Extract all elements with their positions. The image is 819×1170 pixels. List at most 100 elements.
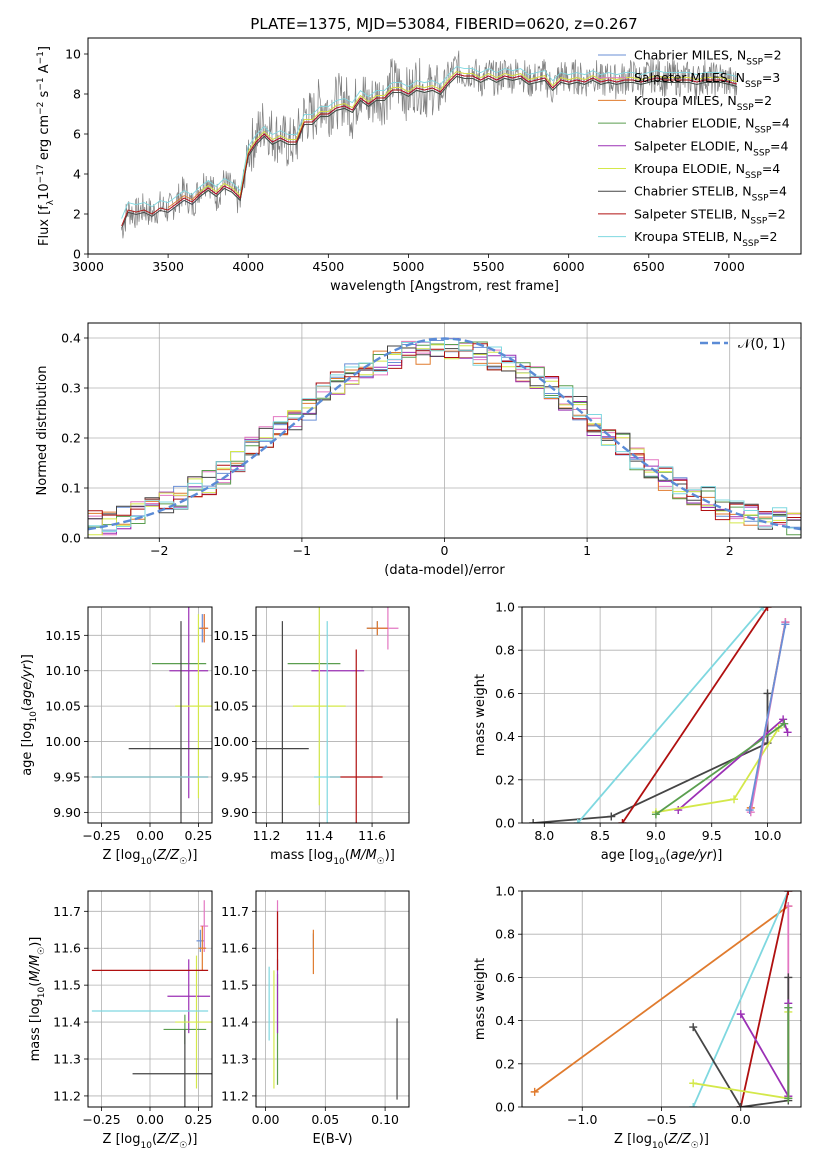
weight-marker — [763, 689, 772, 698]
residuals-axes: −2 −1 0 1 2 0.0 0.1 0.2 0.3 0.4 — [61, 323, 801, 558]
age_vs_mass-frame — [255, 606, 410, 824]
spectrum-plot — [121, 50, 738, 239]
spectrum-ylabel: Flux [fλ10−17 erg cm−2 s−1 A−1] — [36, 46, 56, 246]
x-tick-label: 11.2 — [253, 828, 281, 843]
label-part: )] — [712, 848, 722, 863]
x-tick-label: 1 — [583, 543, 591, 558]
weight-line — [533, 693, 769, 823]
y-tick-label: 11.3 — [53, 1052, 81, 1067]
weight_vs_Z-plot — [530, 891, 793, 1107]
weight-marker — [651, 810, 660, 819]
x-tick-label: 5500 — [473, 259, 505, 274]
label-part: SSP — [750, 216, 767, 226]
legend-label: Salpeter MILES, NSSP=3 — [634, 70, 780, 90]
label-part: )] — [699, 1132, 709, 1147]
label-part: ( — [345, 848, 350, 863]
x-tick-label: 9.0 — [646, 828, 666, 843]
label-part: mass [log — [270, 848, 333, 863]
label-part: Salpeter ELODIE, N — [634, 138, 753, 153]
figure-title: PLATE=1375, MJD=53084, FIBERID=0620, z=0… — [250, 15, 637, 33]
normal-legend-label: 𝒩(0, 1) — [738, 337, 785, 352]
label-part: Flux [f — [37, 205, 52, 246]
label-part: SSP — [742, 239, 759, 249]
label-part: SSP — [745, 171, 762, 181]
y-tick-label: 0 — [73, 247, 81, 262]
x-tick-label: 10.0 — [754, 828, 782, 843]
weight-marker — [689, 1103, 698, 1107]
y-tick-label: 1.0 — [495, 600, 515, 615]
legend-label: Kroupa STELIB, NSSP=2 — [634, 229, 778, 249]
label-part: SSP — [752, 194, 769, 204]
weight_vs_Z-axes: −1.0 −0.5 0.0 0.0 0.2 0.4 0.6 0.8 1.0 — [495, 884, 801, 1127]
spectrum-xlabel: wavelength [Angstrom, rest frame] — [330, 279, 559, 294]
label-part: ( — [665, 848, 670, 863]
age_vs_Z-axes: −0.25 0.00 0.25 9.90 9.95 10.00 10.05 10.10 10.1… — [45, 607, 212, 843]
mass_vs_Z-axes: −0.25 0.00 0.25 11.2 11.3 11.4 11.5 11.6 11.7 — [53, 891, 212, 1127]
residual-histogram — [88, 343, 801, 524]
x-tick-label: 0.25 — [185, 1112, 213, 1127]
legend-label: Chabrier MILES, NSSP=2 — [634, 48, 782, 68]
label-part: 10 — [29, 711, 39, 723]
mass_vs_Z-plot — [91, 900, 212, 1107]
label-part: M/M — [28, 955, 43, 982]
legend-label: Salpeter STELIB, NSSP=2 — [634, 206, 786, 226]
label-part: Z/Z — [156, 848, 180, 863]
y-tick-label: 2 — [73, 207, 81, 222]
label-part: ☉ — [377, 857, 385, 867]
weight-marker — [618, 819, 627, 823]
y-tick-label: 0.2 — [61, 431, 81, 446]
y-tick-label: 11.4 — [53, 1015, 81, 1030]
x-tick-label: 4500 — [312, 259, 344, 274]
label-part: 10 — [140, 857, 152, 867]
label-part: SSP — [737, 103, 754, 113]
x-tick-label: 9.5 — [702, 828, 722, 843]
y-tick-label: 11.2 — [53, 1088, 81, 1103]
label-part: ( — [28, 982, 43, 987]
weight-line — [740, 1003, 790, 1100]
label-part: −17 — [36, 164, 46, 183]
x-tick-label: 0.00 — [136, 828, 164, 843]
weight_vs_age-frame — [521, 606, 802, 824]
age_vs_mass-xlabel: mass [log10(M/M☉)] — [270, 848, 395, 867]
label-part: =2 — [754, 93, 772, 108]
y-tick-label: 0.0 — [61, 531, 81, 546]
label-part: =4 — [762, 161, 780, 176]
weight_vs_Z-xlabel: Z [log10(Z/Z☉)] — [614, 1132, 709, 1151]
weight-marker — [784, 1094, 793, 1103]
y-tick-label: 0.4 — [495, 729, 515, 744]
y-tick-label: 0.2 — [495, 772, 515, 787]
x-tick-label: 0.10 — [371, 1112, 399, 1127]
y-tick-label: 6 — [73, 127, 81, 142]
weight-line — [577, 607, 764, 823]
x-tick-label: 3000 — [72, 259, 104, 274]
residual-xlabel: (data-model)/error — [384, 563, 505, 578]
x-tick-label: 8.5 — [590, 828, 610, 843]
label-part: =4 — [771, 116, 789, 131]
x-tick-label: 11.4 — [305, 828, 333, 843]
y-tick-label: 0.4 — [495, 1013, 515, 1028]
y-tick-label: 10.05 — [45, 699, 81, 714]
y-tick-label: 11.4 — [221, 1015, 249, 1030]
label-part: λ — [46, 199, 56, 205]
y-tick-label: 0.0 — [495, 816, 515, 831]
y-tick-label: 10.00 — [45, 734, 81, 749]
weight_vs_Z-ylabel: mass weight — [473, 958, 488, 1040]
mass_vs_Z-xlabel: Z [log10(Z/Z☉)] — [103, 1132, 198, 1151]
label-part: ( — [152, 1132, 157, 1147]
weight-marker — [573, 819, 582, 823]
age_vs_Z-xlabel: Z [log10(Z/Z☉)] — [103, 848, 198, 867]
label-part: SSP — [753, 148, 770, 158]
mass-vs-ebv-plot — [268, 900, 398, 1100]
label-part: 10 — [37, 183, 52, 200]
mass-vs-ebv-frame — [255, 890, 410, 1108]
label-part: )] — [28, 937, 43, 947]
mass_vs_EBV-axes: 0.00 0.05 0.10 11.2 11.3 11.4 11.5 11.6 11.7 — [221, 891, 409, 1127]
weight_vs_age-xlabel: age [log10(age/yr)] — [601, 848, 723, 867]
label-part: ☉ — [179, 857, 187, 867]
label-part: s — [37, 90, 52, 101]
label-part: age/yr — [20, 663, 35, 706]
y-tick-label: 9.95 — [53, 769, 81, 784]
label-part: Chabrier STELIB, N — [634, 184, 752, 199]
weight-marker — [784, 891, 793, 895]
x-tick-label: 0.05 — [311, 1112, 339, 1127]
